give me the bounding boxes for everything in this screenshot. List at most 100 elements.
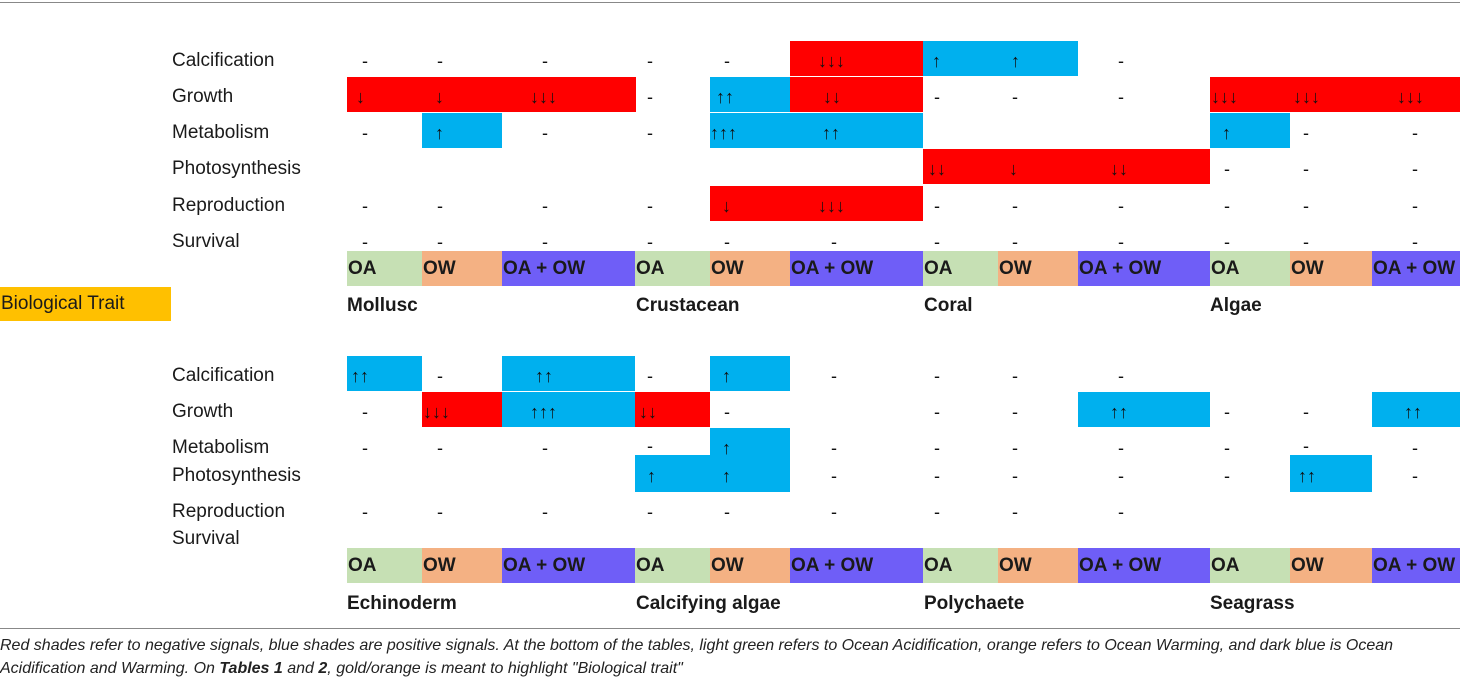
signal-cell: ↓↓↓	[423, 402, 450, 422]
signal-cell: -	[362, 196, 368, 216]
signal-cell: ↓↓	[928, 159, 946, 179]
bar-positive	[422, 113, 502, 148]
signal-cell: ↓↓↓	[530, 87, 557, 107]
condition-oa: OA	[635, 251, 710, 286]
bar-negative	[710, 186, 923, 221]
trait-metabolism: Metabolism	[172, 122, 270, 143]
signal-cell: -	[1412, 232, 1418, 252]
signal-cell: -	[1012, 502, 1018, 522]
signal-cell: -	[1224, 232, 1230, 252]
signal-cell: -	[1412, 438, 1418, 458]
signal-cell: ↑	[435, 123, 444, 143]
signal-cell: ↑↑	[1110, 402, 1128, 422]
condition-oa-ow: OA + OW	[502, 251, 635, 286]
condition-ow: OW	[998, 251, 1078, 286]
caption-table-ref[interactable]: Tables 1	[219, 660, 283, 677]
signal-cell: -	[724, 232, 730, 252]
condition-ow: OW	[998, 548, 1078, 583]
bar-positive	[710, 428, 790, 455]
condition-oa-ow: OA + OW	[1078, 548, 1210, 583]
signal-cell: -	[1224, 466, 1230, 486]
signal-cell: -	[1118, 87, 1124, 107]
signal-cell: ↓	[1009, 159, 1018, 179]
condition-ow: OW	[1290, 251, 1372, 286]
bar-positive	[1078, 392, 1210, 427]
bar-positive	[710, 77, 790, 112]
signal-cell: -	[1303, 232, 1309, 252]
signal-cell: ↓↓	[823, 87, 841, 107]
bar-positive	[923, 41, 1078, 76]
condition-oa: OA	[635, 548, 710, 583]
bar-positive	[1210, 113, 1290, 148]
signal-cell: ↓↓↓	[818, 196, 845, 216]
signal-cell: -	[934, 196, 940, 216]
signal-cell: -	[437, 438, 443, 458]
condition-oa-ow: OA + OW	[1372, 548, 1460, 583]
condition-oa: OA	[347, 548, 422, 583]
condition-oa: OA	[347, 251, 422, 286]
trait-survival: Survival	[172, 528, 240, 549]
signal-cell: -	[1303, 196, 1309, 216]
signal-cell: -	[1012, 232, 1018, 252]
signal-cell: -	[542, 196, 548, 216]
signal-cell: -	[1118, 196, 1124, 216]
group-polychaete: Polychaete	[924, 593, 1025, 614]
signal-cell: -	[362, 123, 368, 143]
signal-cell: -	[542, 502, 548, 522]
condition-oa: OA	[1210, 251, 1290, 286]
caption-table-ref[interactable]: 2	[318, 660, 328, 677]
signal-cell: -	[647, 196, 653, 216]
signal-cell: -	[934, 466, 940, 486]
signal-cell: -	[934, 438, 940, 458]
signal-cell: -	[831, 502, 837, 522]
bar-negative	[422, 392, 502, 427]
trait-calcification: Calcification	[172, 50, 275, 71]
signal-cell: -	[647, 366, 653, 386]
signal-cell: -	[647, 51, 653, 71]
group-algae: Algae	[1210, 295, 1262, 316]
figure-caption: Red shades refer to negative signals, bl…	[0, 634, 1460, 680]
group-crustacean: Crustacean	[636, 295, 740, 316]
condition-oa: OA	[923, 251, 998, 286]
signal-cell: ↑	[1011, 51, 1020, 71]
signal-cell: -	[1012, 87, 1018, 107]
signal-cell: -	[647, 502, 653, 522]
signal-cell: -	[437, 51, 443, 71]
signal-cell: -	[724, 502, 730, 522]
condition-oa-ow: OA + OW	[790, 251, 923, 286]
condition-ow: OW	[422, 251, 502, 286]
bar-negative	[347, 77, 636, 112]
signal-cell: -	[437, 232, 443, 252]
signal-cell: -	[647, 232, 653, 252]
signal-cell: -	[1012, 466, 1018, 486]
signal-cell: ↑	[647, 466, 656, 486]
signal-cell: -	[542, 232, 548, 252]
signal-cell: -	[1303, 159, 1309, 179]
signal-cell: -	[724, 402, 730, 422]
bar-negative	[790, 77, 923, 112]
signal-cell: -	[362, 502, 368, 522]
signal-cell: ↑	[722, 366, 731, 386]
signal-cell: -	[542, 123, 548, 143]
signal-cell: -	[362, 51, 368, 71]
bar-positive	[710, 113, 923, 148]
signal-cell: -	[1118, 438, 1124, 458]
signal-cell: -	[1224, 159, 1230, 179]
signal-cell: ↓↓↓	[1211, 87, 1238, 107]
top-rule	[0, 2, 1460, 3]
signal-cell: -	[1118, 232, 1124, 252]
trait-photosynthesis: Photosynthesis	[172, 465, 301, 486]
bar-negative	[1210, 77, 1460, 112]
signal-cell: -	[1303, 436, 1309, 456]
signal-cell: -	[1012, 366, 1018, 386]
signal-cell: -	[724, 51, 730, 71]
signal-cell: -	[1224, 402, 1230, 422]
signal-cell: -	[831, 366, 837, 386]
condition-oa: OA	[923, 548, 998, 583]
condition-oa-ow: OA + OW	[1078, 251, 1210, 286]
condition-ow: OW	[710, 548, 790, 583]
caption-text: Red shades refer to negative signals, bl…	[0, 637, 1394, 677]
signal-cell: ↑↑	[535, 366, 553, 386]
signal-cell: ↓↓	[1110, 159, 1128, 179]
signal-cell: -	[934, 402, 940, 422]
